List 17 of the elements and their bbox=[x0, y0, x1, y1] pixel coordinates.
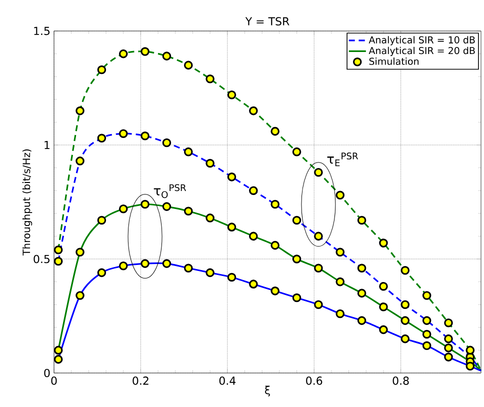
x-tick-label: 0.6 bbox=[306, 376, 322, 385]
y-tick-label: 1.5 bbox=[34, 26, 50, 36]
legend-label: Simulation bbox=[369, 58, 419, 65]
x-tick-label: 0.2 bbox=[132, 376, 148, 385]
annotation: τ$_{O}$PSR bbox=[154, 184, 186, 198]
x-tick-label: 0 bbox=[51, 376, 57, 385]
x-tick-label: 0.8 bbox=[392, 376, 409, 385]
y-tick-label: 0.5 bbox=[34, 254, 50, 264]
x-axis-title: ξ bbox=[265, 386, 270, 396]
y-axis-title: Throughput (bit/s/Hz) bbox=[22, 149, 32, 256]
legend-label: Analytical SIR = 10 dB bbox=[368, 36, 475, 46]
y-tick-label: 0 bbox=[44, 368, 50, 378]
legend-label: Analytical SIR = 20 dB bbox=[368, 46, 475, 56]
x-tick-label: 0.4 bbox=[219, 376, 236, 385]
annotation: τ$_{E}$PSR bbox=[327, 152, 358, 166]
chart-title: Y = TSR bbox=[245, 17, 290, 26]
y-tick-label: 1 bbox=[44, 140, 50, 150]
